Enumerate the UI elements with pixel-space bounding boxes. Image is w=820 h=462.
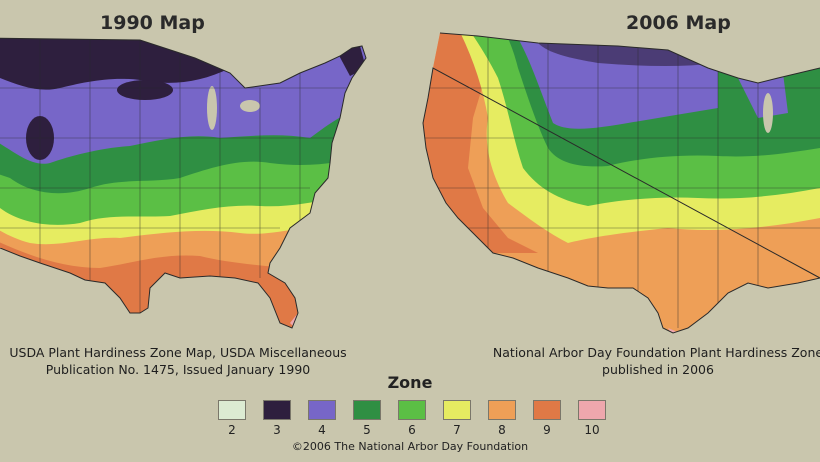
zone-8-swatch bbox=[488, 400, 516, 420]
copyright-notice: ©2006 The National Arbor Day Foundation bbox=[291, 440, 529, 453]
zone-3-swatch bbox=[263, 400, 291, 420]
zone-10-label: 10 bbox=[584, 423, 600, 437]
map-2006-title: 2006 Map bbox=[626, 12, 731, 34]
zone-7-label: 7 bbox=[453, 423, 461, 437]
zone-2-label: 2 bbox=[228, 423, 236, 437]
zone-4-label: 4 bbox=[318, 423, 326, 437]
zone-5-swatch bbox=[353, 400, 381, 420]
zone-8-label: 8 bbox=[498, 423, 506, 437]
map-2006-caption-line-2: published in 2006 bbox=[602, 362, 714, 377]
zone-legend: 2 3 4 5 6 7 8 9 10 bbox=[218, 400, 606, 440]
zone-6-swatch bbox=[398, 400, 426, 420]
zone-2-swatch bbox=[218, 400, 246, 420]
zone-3-label: 3 bbox=[273, 423, 281, 437]
map-2006-hardiness-zones bbox=[422, 32, 820, 334]
zone-5-label: 5 bbox=[363, 423, 371, 437]
zone-10-swatch bbox=[578, 400, 606, 420]
map-1990-caption-line-2: Publication No. 1475, Issued January 199… bbox=[45, 362, 311, 377]
zone-9-swatch bbox=[533, 400, 561, 420]
zone-9-label: 9 bbox=[543, 423, 551, 437]
map-1990-hardiness-zones bbox=[0, 37, 367, 329]
map-1990-caption: USDA Plant Hardiness Zone Map, USDA Misc… bbox=[0, 344, 368, 378]
zone-4-swatch bbox=[308, 400, 336, 420]
map-2006-caption: National Arbor Day Foundation Plant Hard… bbox=[468, 344, 820, 378]
legend-title: Zone bbox=[387, 373, 433, 392]
zone-6-label: 6 bbox=[408, 423, 416, 437]
map-2006-caption-line-1: National Arbor Day Foundation Plant Hard… bbox=[492, 345, 820, 360]
map-1990-title: 1990 Map bbox=[100, 12, 205, 34]
map-1990-caption-line-1: USDA Plant Hardiness Zone Map, USDA Misc… bbox=[9, 345, 347, 360]
zone-7-swatch bbox=[443, 400, 471, 420]
